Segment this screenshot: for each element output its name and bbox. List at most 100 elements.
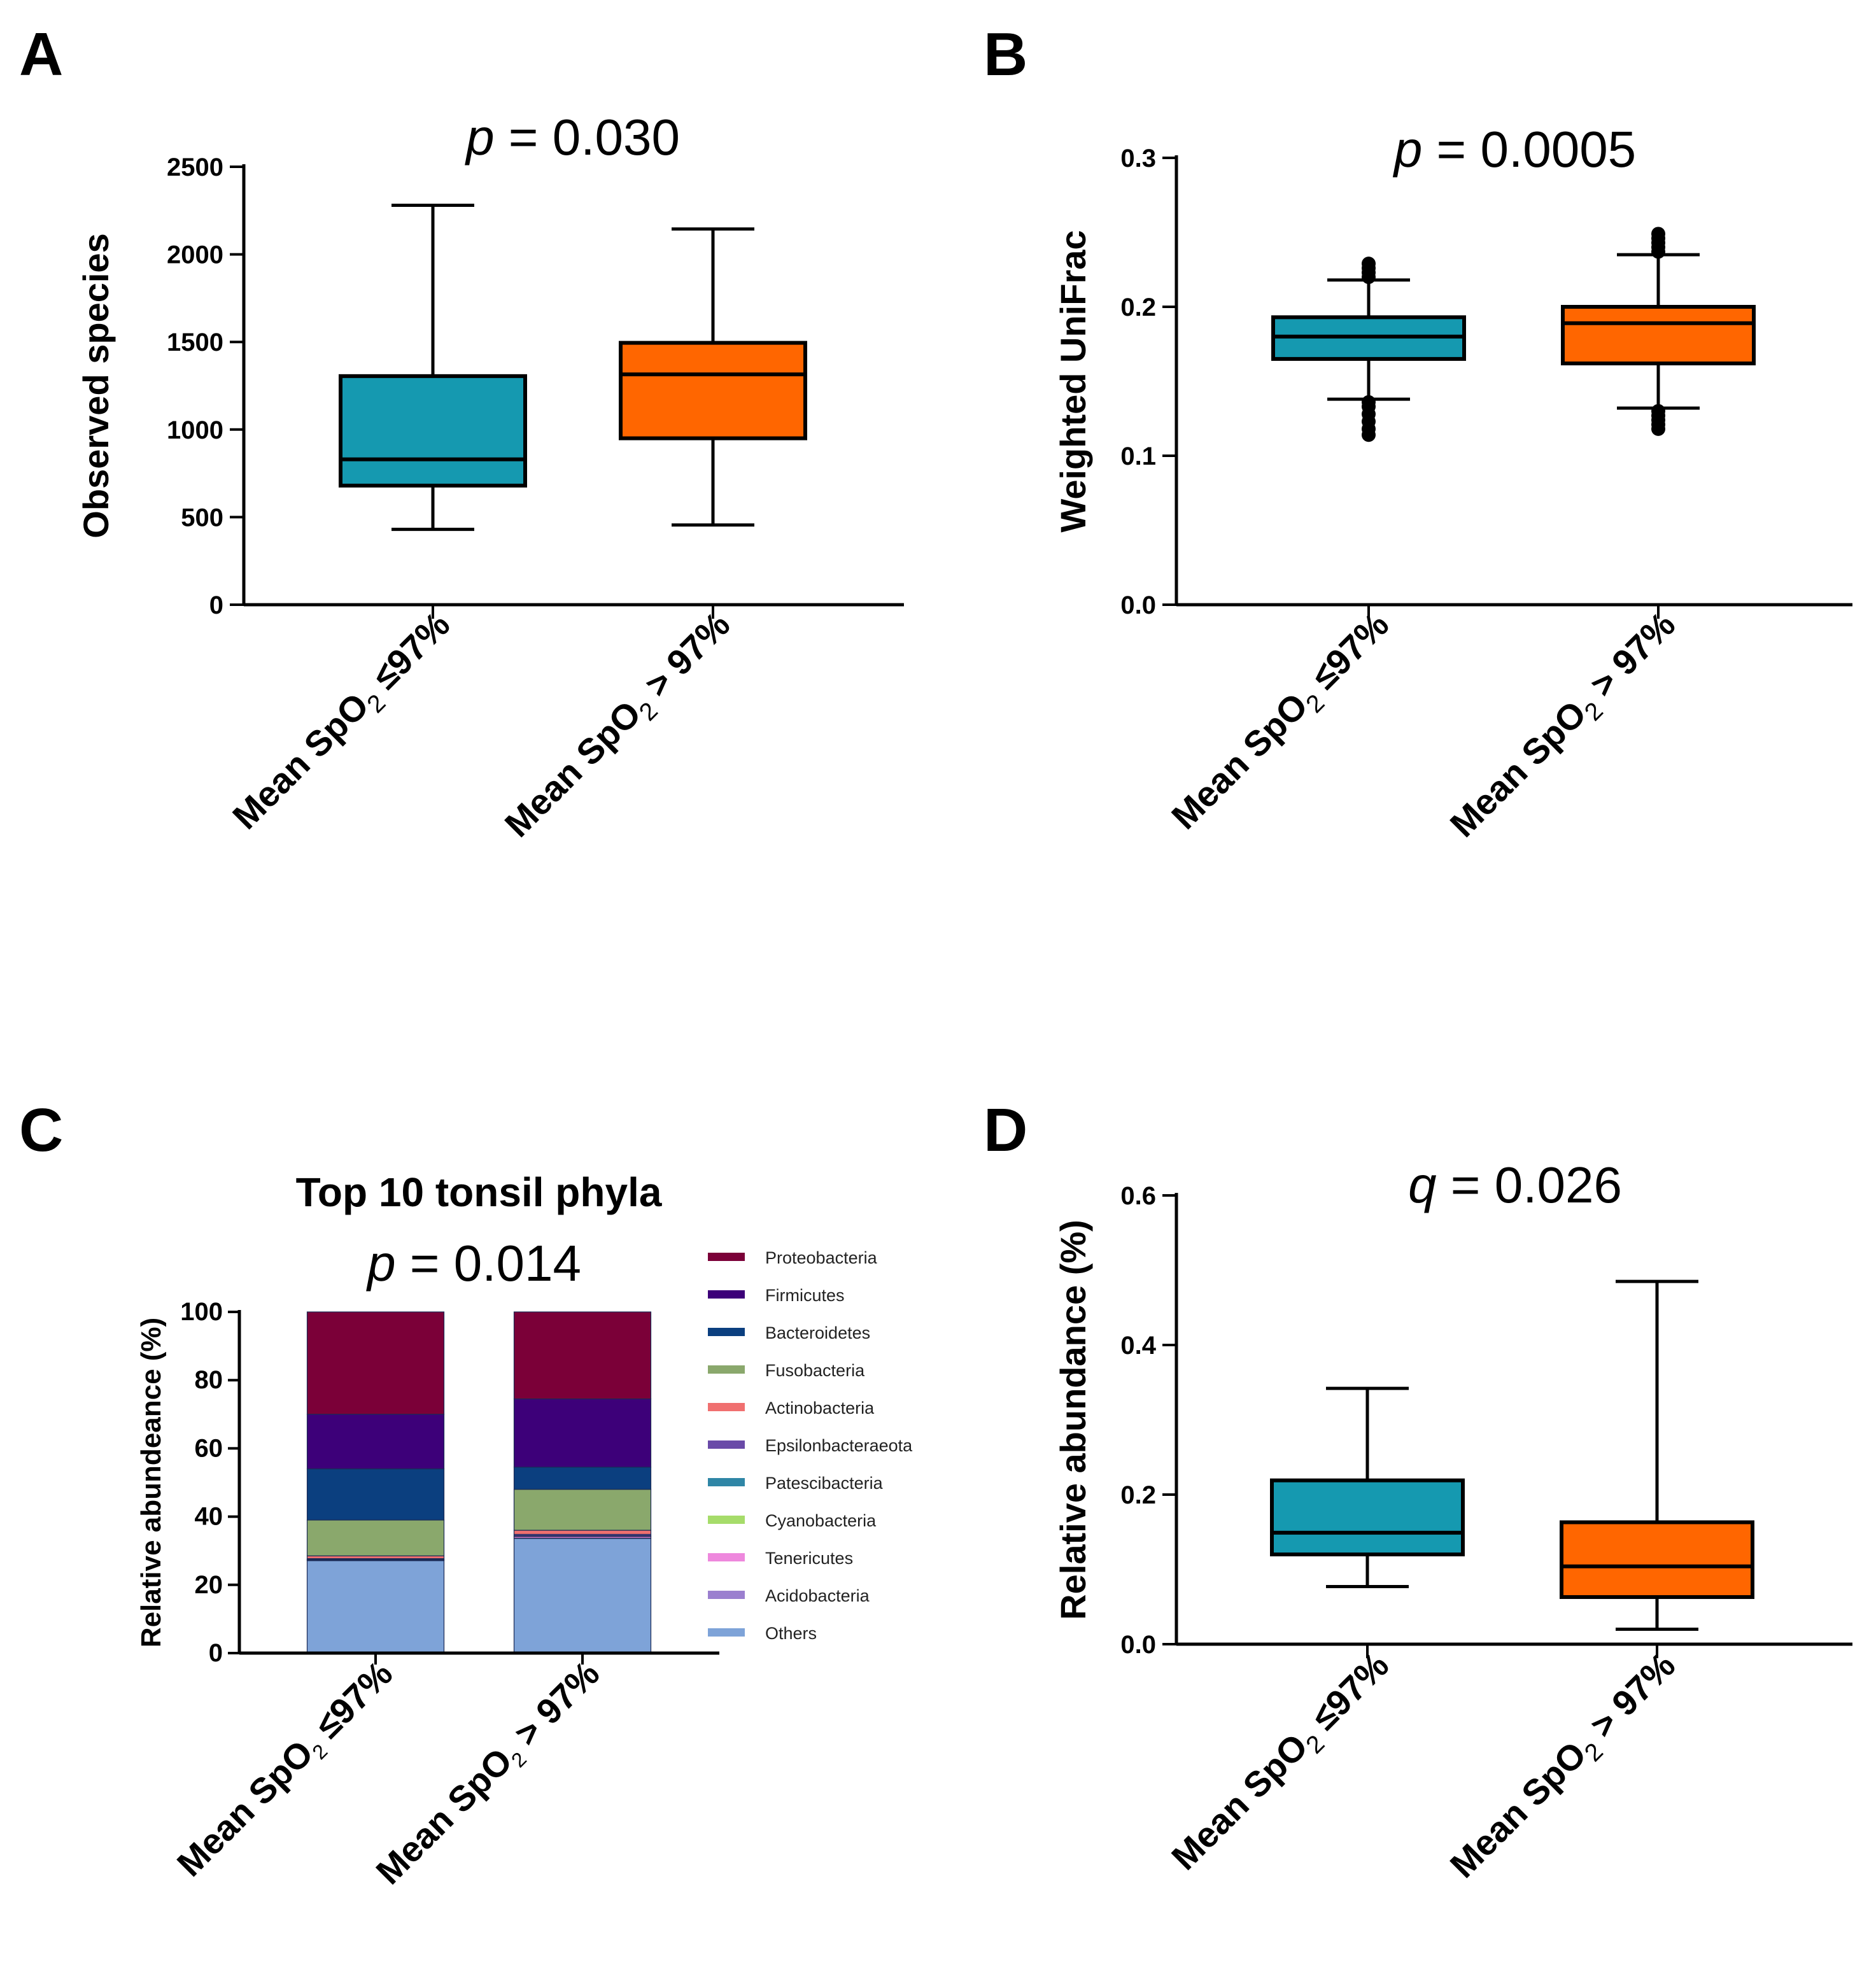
- bar-segment: [513, 1467, 652, 1490]
- y-axis-label: Weighted UniFrac: [1053, 230, 1093, 532]
- bar-segment: [306, 1555, 445, 1560]
- outlier-point: [1651, 404, 1665, 418]
- x-category-label-base: Mean SpO: [1164, 1726, 1315, 1877]
- x-category-label: Mean SpO2 > 97%: [497, 604, 743, 850]
- legend-swatch: [708, 1253, 745, 1261]
- x-category-label-relation: ≤97%: [358, 604, 458, 704]
- x-category-label-base: Mean SpO: [1442, 1734, 1594, 1885]
- bar-segment: [306, 1519, 445, 1556]
- x-category-label-relation: ≤97%: [1297, 604, 1397, 704]
- legend-label: Firmicutes: [765, 1286, 845, 1305]
- outlier-point: [1651, 227, 1665, 241]
- y-tick-label: 0.0: [1120, 1631, 1156, 1659]
- bar-segment: [513, 1538, 652, 1654]
- box-iqr: [1561, 305, 1756, 365]
- y-tick-label: 40: [195, 1503, 223, 1531]
- y-tick-label: 0.4: [1120, 1332, 1156, 1360]
- legend-label: Acidobacteria: [765, 1586, 870, 1605]
- legend-label: Proteobacteria: [765, 1248, 878, 1267]
- x-category-label: Mean SpO2 ≤97%: [169, 1653, 404, 1887]
- x-category-label-relation: > 97%: [630, 604, 738, 712]
- x-category-label-base: Mean SpO: [368, 1740, 519, 1892]
- legend-swatch: [708, 1628, 745, 1637]
- legend-swatch: [708, 1403, 745, 1411]
- legend-swatch: [708, 1328, 745, 1336]
- significance-symbol: p: [1393, 121, 1423, 178]
- legend-swatch: [708, 1365, 745, 1374]
- y-tick-label: 0.0: [1120, 591, 1156, 619]
- y-tick-label: 0.6: [1120, 1182, 1156, 1210]
- significance-value: = 0.014: [396, 1235, 581, 1292]
- x-category-label: Mean SpO2 > 97%: [1442, 1645, 1688, 1891]
- y-tick-label: 2500: [167, 153, 223, 181]
- panel-b: B 0.0 0.1 0.2 0.3 Weighted UniFrac p = 0.0005…: [984, 20, 1852, 845]
- legend-swatch: [708, 1516, 745, 1524]
- y-tick-label: 100: [180, 1298, 223, 1326]
- y-tick-label: 0: [209, 1639, 223, 1667]
- panel-c: C Top 10 tonsil phyla p = 0.014 Mean SpO2 …: [19, 1096, 913, 1895]
- legend-label: Bacteroidetes: [765, 1323, 870, 1342]
- panel-d: D 0.0 0.2 0.4 0.6 Relative abundance (%) q = …: [984, 1096, 1852, 1891]
- y-tick-label: 80: [195, 1366, 223, 1394]
- panel-letter-d: D: [984, 1096, 1027, 1164]
- x-category-label: Mean SpO2 ≤97%: [1164, 1645, 1401, 1882]
- legend-swatch: [708, 1440, 745, 1449]
- outlier-point: [1362, 257, 1376, 271]
- panel-a: A 0 500 1000 1500 2000 2500 Observed species p …: [19, 20, 904, 850]
- x-category-label-base: Mean SpO: [1164, 685, 1315, 836]
- panel-letter-c: C: [19, 1096, 63, 1164]
- x-category-label-relation: ≤97%: [1297, 1645, 1397, 1745]
- legend-label: Actinobacteria: [765, 1398, 875, 1418]
- y-tick-label: 500: [181, 504, 223, 532]
- bar-segment: [306, 1414, 445, 1470]
- legend-swatch: [708, 1591, 745, 1599]
- y-tick-label: 60: [195, 1434, 223, 1462]
- y-tick-label: 1500: [167, 328, 223, 356]
- significance-label: p = 0.030: [465, 109, 680, 166]
- x-category-label: Mean SpO2 > 97%: [368, 1653, 610, 1895]
- bar-segment: [513, 1489, 652, 1531]
- box-iqr: [1560, 1520, 1754, 1599]
- x-category-label-base: Mean SpO: [225, 685, 376, 836]
- y-axis-label: Observed species: [76, 233, 116, 538]
- legend-swatch: [708, 1478, 745, 1486]
- legend-swatch: [708, 1553, 745, 1561]
- x-category-label-relation: > 97%: [1576, 604, 1683, 712]
- y-tick-label: 1000: [167, 416, 223, 444]
- y-tick-label: 0.3: [1120, 144, 1156, 173]
- box-iqr: [1270, 1478, 1465, 1557]
- y-tick-label: 0.2: [1120, 1481, 1156, 1509]
- significance-symbol: p: [465, 109, 495, 166]
- bar-segment: [513, 1311, 652, 1400]
- significance-symbol: q: [1408, 1157, 1437, 1213]
- x-category-label-relation: > 97%: [1576, 1645, 1683, 1752]
- significance-label: p = 0.0005: [1393, 121, 1636, 178]
- bar-segment: [513, 1530, 652, 1535]
- significance-value: = 0.026: [1437, 1157, 1622, 1213]
- box-iqr: [339, 374, 527, 488]
- y-tick-label: 2000: [167, 241, 223, 269]
- y-tick-label: 0.1: [1120, 442, 1156, 470]
- panel-letter-b: B: [984, 20, 1027, 88]
- legend-label: Patescibacteria: [765, 1474, 884, 1493]
- significance-value: = 0.0005: [1422, 121, 1636, 178]
- y-axis-label: Relative abundeance (%): [136, 1318, 167, 1647]
- significance-label: p = 0.014: [366, 1235, 581, 1292]
- x-category-label: Mean SpO2 ≤97%: [225, 604, 462, 842]
- legend-label: Tenericutes: [765, 1549, 853, 1568]
- bar-segment: [306, 1560, 445, 1654]
- x-category-label-base: Mean SpO: [1442, 693, 1594, 845]
- legend-label: Others: [765, 1624, 817, 1643]
- significance-value: = 0.030: [495, 109, 680, 166]
- panel-letter-a: A: [19, 20, 63, 88]
- bar-segment: [513, 1398, 652, 1468]
- significance-label: q = 0.026: [1408, 1157, 1622, 1213]
- legend-label: Epsilonbacteraeota: [765, 1436, 913, 1455]
- legend-swatch: [708, 1290, 745, 1299]
- y-tick-label: 0: [209, 591, 223, 619]
- significance-symbol: p: [366, 1235, 396, 1292]
- x-category-label-base: Mean SpO: [497, 693, 649, 845]
- y-tick-label: 0.2: [1120, 293, 1156, 321]
- x-category-label-relation: > 97%: [500, 1653, 607, 1761]
